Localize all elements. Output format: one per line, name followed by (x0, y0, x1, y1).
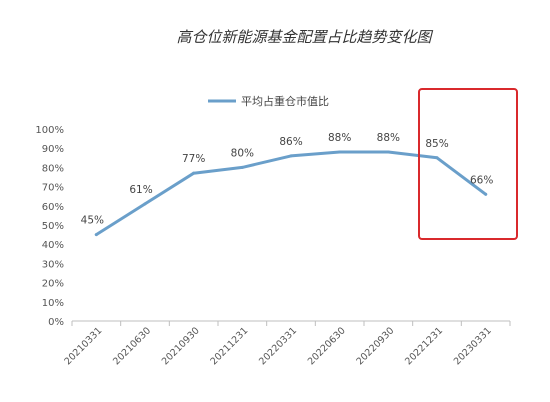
data-label: 86% (279, 136, 302, 148)
x-tick-label: 20221231 (403, 325, 445, 367)
x-axis: 20210331 20210630 20210930 20211231 20220331… (62, 320, 511, 367)
y-axis: 0% 10% 20% 30% 40% 50% 60% 70% 80% 90% 100% (35, 125, 64, 328)
x-tick-label: 20230331 (452, 325, 494, 367)
x-tick-label: 20211231 (208, 325, 250, 367)
data-label: 85% (425, 138, 448, 150)
series-group (94, 150, 488, 237)
x-tick-label: 20210331 (62, 325, 104, 367)
x-tick-label: 20220930 (354, 325, 396, 367)
data-point (386, 150, 390, 154)
data-point (435, 156, 439, 160)
y-tick-label: 50% (42, 221, 64, 232)
highlight-box (418, 88, 518, 240)
chart-title: 高仓位新能源基金配置占比趋势变化图 (176, 28, 433, 46)
data-point (289, 154, 293, 158)
legend-label: 平均占重仓市值比 (241, 94, 329, 108)
y-tick-label: 10% (42, 298, 64, 309)
y-tick-label: 0% (48, 317, 64, 328)
legend: 平均占重仓市值比 (208, 94, 329, 108)
data-label: 66% (470, 174, 493, 186)
y-tick-label: 80% (42, 163, 64, 174)
y-tick-label: 40% (42, 240, 64, 251)
y-tick-label: 70% (42, 183, 64, 194)
data-label: 61% (129, 184, 152, 196)
data-point (192, 171, 196, 175)
data-point (143, 202, 147, 206)
y-tick-label: 60% (42, 202, 64, 213)
x-tick-label: 20210630 (111, 325, 153, 367)
y-tick-label: 100% (35, 125, 64, 136)
x-tick-label: 20210930 (160, 325, 202, 367)
y-tick-label: 90% (42, 144, 64, 155)
data-point (240, 165, 244, 169)
series-line (94, 150, 488, 237)
data-point (484, 192, 488, 196)
data-point (338, 150, 342, 154)
x-tick-label: 20220331 (257, 325, 299, 367)
data-label: 80% (231, 147, 254, 159)
data-label: 88% (328, 132, 351, 144)
data-label: 45% (81, 215, 104, 227)
x-tick-label: 20220630 (306, 325, 348, 367)
data-point (94, 233, 98, 237)
data-labels: 45% 61% 77% 80% 86% 88% 88% 85% 66% (81, 132, 494, 227)
y-tick-label: 20% (42, 279, 64, 290)
data-label: 88% (377, 132, 400, 144)
data-label: 77% (182, 153, 205, 165)
y-tick-label: 30% (42, 259, 64, 270)
